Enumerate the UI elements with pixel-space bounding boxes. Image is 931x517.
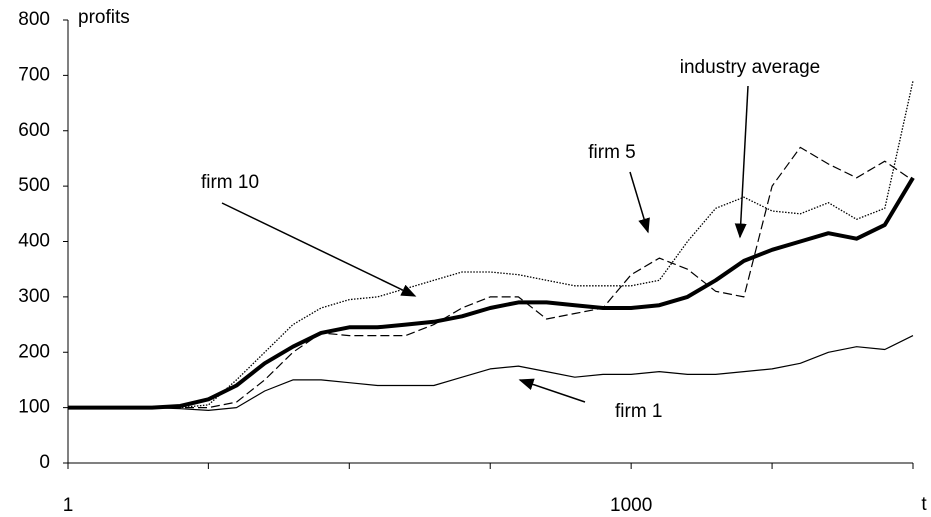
x-tick-label: 1000	[610, 495, 652, 516]
series-annotation: firm 10	[201, 172, 259, 193]
annotation-arrow	[221, 202, 417, 297]
y-tick-label: 300	[18, 286, 50, 307]
y-tick-label: 400	[18, 231, 50, 252]
x-tick-label: 1	[63, 495, 74, 516]
series-line	[68, 176, 915, 410]
y-tick-label: 0	[39, 452, 50, 473]
series-line	[68, 146, 914, 409]
y-tick-label: 500	[18, 175, 50, 196]
annotation-arrow	[734, 85, 749, 239]
series-annotation: firm 1	[615, 401, 663, 422]
y-tick-label: 800	[18, 9, 50, 30]
series-annotation: industry average	[680, 57, 820, 78]
x-axis-label: t	[921, 494, 927, 515]
annotation-arrow	[629, 171, 650, 234]
series-annotation: firm 5	[588, 142, 636, 163]
y-tick-label: 200	[18, 341, 50, 362]
series-line	[68, 335, 914, 411]
y-tick-label: 600	[18, 120, 50, 141]
annotation-arrow	[518, 378, 586, 403]
y-tick-label: 100	[18, 397, 50, 418]
y-axis-label: profits	[78, 7, 130, 28]
y-tick-label: 700	[18, 64, 50, 85]
